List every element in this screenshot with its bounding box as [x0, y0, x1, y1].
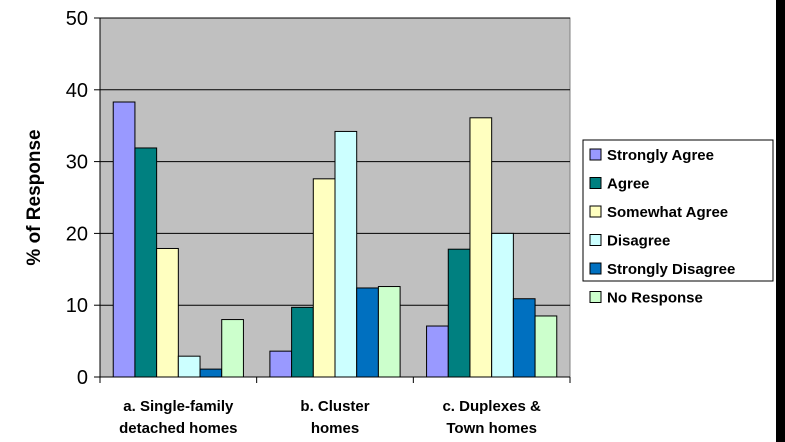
legend-swatch — [589, 262, 602, 275]
x-category-label: detached homes — [119, 420, 237, 437]
bar — [426, 325, 449, 378]
x-category-label: b. Cluster — [300, 398, 369, 415]
bar — [221, 319, 244, 378]
bar — [334, 130, 358, 378]
legend-swatch — [589, 148, 602, 161]
bar — [177, 355, 201, 378]
legend-label: Strongly Disagree — [607, 261, 735, 278]
y-tick-label: 0 — [77, 367, 88, 389]
y-tick-label: 30 — [66, 152, 88, 174]
legend-swatch — [589, 234, 602, 246]
x-category-label: c. Duplexes & — [442, 398, 541, 415]
y-axis-title: % of Response — [24, 129, 45, 265]
x-category-label: homes — [311, 420, 359, 437]
legend-swatch — [589, 205, 602, 218]
legend-label: Somewhat Agree — [607, 204, 728, 221]
y-tick-label: 20 — [66, 223, 88, 245]
bar — [291, 306, 314, 378]
bar — [534, 315, 558, 378]
legend-label: Disagree — [607, 233, 670, 250]
frame-edge — [776, 0, 785, 442]
bar — [377, 286, 401, 378]
bar — [312, 178, 336, 378]
legend — [582, 139, 774, 282]
bar — [134, 147, 158, 378]
bar — [269, 350, 293, 378]
legend-label: Agree — [607, 176, 650, 193]
bar — [156, 247, 179, 378]
bar — [512, 298, 536, 378]
y-tick-label: 40 — [66, 80, 88, 102]
legend-label: Strongly Agree — [607, 147, 714, 164]
bar — [199, 368, 223, 378]
legend-label: No Response — [607, 290, 703, 307]
legend-swatch — [589, 177, 602, 189]
y-tick-label: 50 — [66, 8, 88, 30]
bar — [112, 101, 136, 378]
bar — [356, 287, 379, 378]
bar — [447, 248, 471, 378]
bar — [469, 117, 493, 378]
x-category-label: Town homes — [446, 420, 537, 437]
bar — [491, 232, 514, 378]
legend-swatch — [589, 291, 602, 303]
x-category-label: a. Single-family — [123, 398, 234, 415]
y-tick-label: 10 — [66, 295, 88, 317]
